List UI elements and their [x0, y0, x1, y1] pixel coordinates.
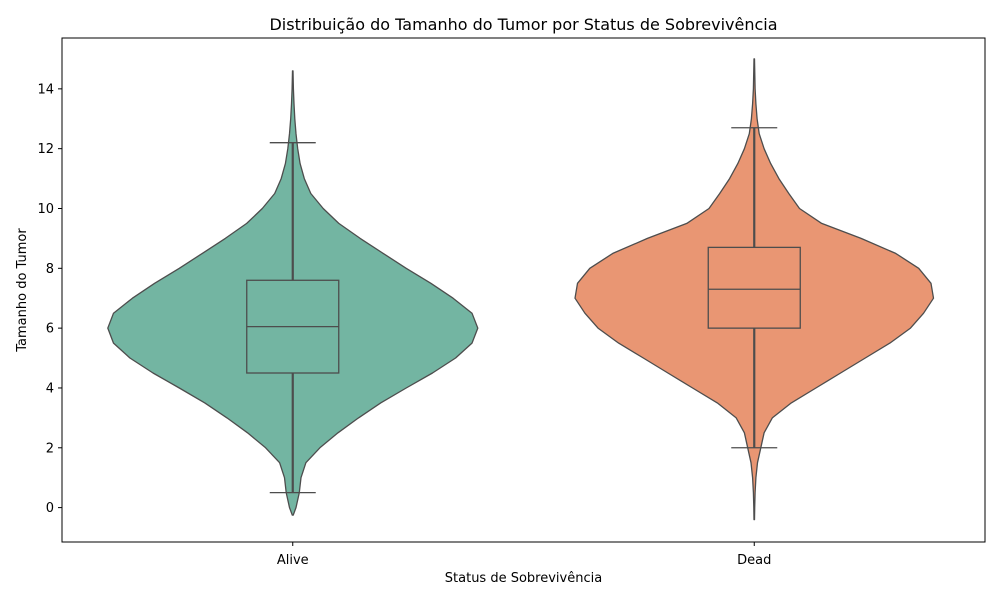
chart-title: Distribuição do Tamanho do Tumor por Sta…: [269, 15, 777, 34]
violins-layer: [107, 58, 935, 521]
x-axis-label: Status de Sobrevivência: [445, 571, 602, 586]
y-tick-label: 10: [37, 202, 54, 217]
y-tick-label: 6: [46, 322, 54, 337]
plot-frame: [61, 37, 986, 543]
y-tick-label: 4: [46, 381, 54, 396]
y-tick-label: 8: [46, 262, 54, 277]
x-tick-label-alive: Alive: [277, 553, 309, 568]
y-axis: 0 2 4 6 8 10 12 14: [37, 82, 62, 516]
y-tick-label: 12: [37, 142, 54, 157]
violin-dead: [574, 58, 935, 521]
y-tick-label: 0: [46, 501, 54, 516]
violin-alive: [107, 70, 479, 516]
x-axis: Alive Dead: [277, 542, 771, 568]
x-tick-label-dead: Dead: [737, 553, 771, 568]
y-tick-label: 2: [46, 441, 54, 456]
y-tick-label: 14: [37, 82, 54, 97]
iqr-box: [707, 246, 801, 329]
y-axis-label: Tamanho do Tumor: [15, 228, 30, 353]
